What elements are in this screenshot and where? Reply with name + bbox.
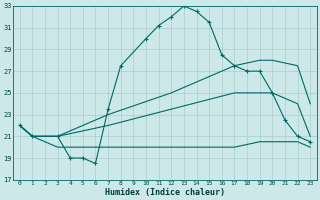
X-axis label: Humidex (Indice chaleur): Humidex (Indice chaleur): [105, 188, 225, 197]
